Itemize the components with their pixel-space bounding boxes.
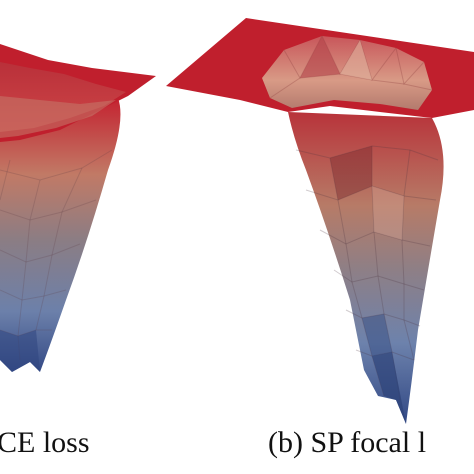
ce-bottom-facet — [0, 330, 40, 372]
sp-funnel-body — [288, 112, 444, 424]
caption-sp-focal-loss: (b) SP focal l — [268, 426, 427, 459]
sp-light-facet — [372, 186, 404, 240]
sp-crater-dark — [300, 36, 340, 78]
sp-blue-facet — [362, 314, 392, 356]
sp-tip-facet — [372, 352, 406, 424]
sp-focal-loss-surface — [166, 18, 474, 424]
caption-ce-loss: CE loss — [0, 426, 90, 459]
ce-loss-surface — [0, 44, 156, 372]
ce-funnel-body — [0, 98, 121, 372]
sp-dark-facet — [330, 146, 372, 200]
sp-crater-light — [340, 40, 372, 80]
ce-rim-shade — [0, 96, 116, 138]
